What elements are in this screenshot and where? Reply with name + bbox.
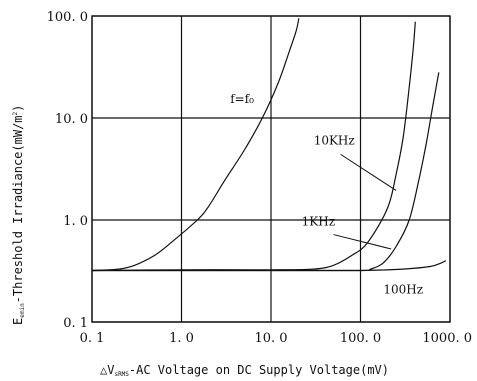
y-tick-label: 100. 0 (47, 10, 88, 25)
x-tick-label: 1000. 0 (422, 331, 472, 346)
series-label: 1KHz (302, 215, 335, 229)
series-label: f=f₀ (230, 92, 254, 106)
series-curves (91, 18, 447, 272)
y-tick-label: 0. 1 (63, 316, 88, 331)
x-tick-label: 100. 0 (340, 331, 381, 346)
y-tick-labels: 0. 1 1. 0 10. 0 100. 0 (47, 10, 88, 331)
series-label: 10KHz (314, 133, 355, 147)
x-tick-label: 10. 0 (254, 331, 287, 346)
grid (91, 15, 451, 323)
series-line-f-f- (91, 18, 300, 272)
series-label: 100Hz (383, 283, 423, 297)
label-leader-lines (333, 153, 397, 250)
series-line-1khz (91, 72, 440, 272)
y-axis-label: Eemin-Threshold Irradiance(mW/m2) (11, 105, 26, 325)
series-labels: f=f₀ 10KHz 1KHz 100Hz (230, 92, 423, 296)
x-tick-label: 1. 0 (169, 331, 194, 346)
leader-line (333, 234, 392, 250)
y-tick-label: 10. 0 (55, 112, 88, 127)
series-line-10khz (91, 21, 416, 272)
y-tick-label: 1. 0 (63, 214, 88, 229)
x-tick-labels: 0. 1 1. 0 10. 0 100. 0 1000. 0 (80, 331, 472, 346)
x-axis-label: △VsRMS-AC Voltage on DC Supply Voltage(m… (100, 363, 389, 378)
x-tick-label: 0. 1 (80, 331, 105, 346)
series-line-100hz (91, 260, 447, 272)
plot-frame (91, 15, 451, 323)
leader-line (340, 153, 397, 191)
